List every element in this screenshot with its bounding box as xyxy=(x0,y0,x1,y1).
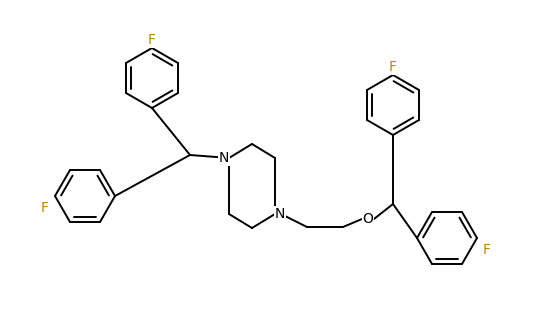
Text: O: O xyxy=(362,212,374,226)
Text: F: F xyxy=(483,243,491,257)
Text: F: F xyxy=(148,33,156,47)
Text: F: F xyxy=(389,60,397,74)
Text: N: N xyxy=(219,151,229,165)
Text: F: F xyxy=(41,201,49,215)
Text: N: N xyxy=(275,207,285,221)
